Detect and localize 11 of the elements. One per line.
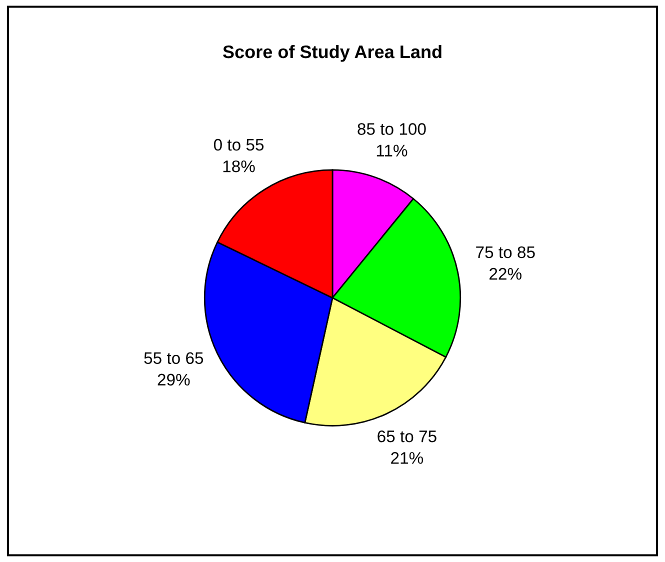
chart-title: Score of Study Area Land [223, 44, 442, 62]
slice-label: 65 to 75 [378, 430, 436, 442]
data-label: 22% [490, 268, 522, 280]
slice-label: 75 to 85 [476, 246, 535, 258]
slice-label: 85 to 100 [358, 123, 426, 135]
data-label: 11% [376, 144, 408, 156]
slice-label: 55 to 65 [144, 352, 204, 364]
slice-label: 0 to 55 [214, 138, 264, 151]
data-label: 29% [158, 374, 190, 386]
data-label: 18% [223, 160, 255, 172]
data-label: 21% [391, 452, 424, 464]
